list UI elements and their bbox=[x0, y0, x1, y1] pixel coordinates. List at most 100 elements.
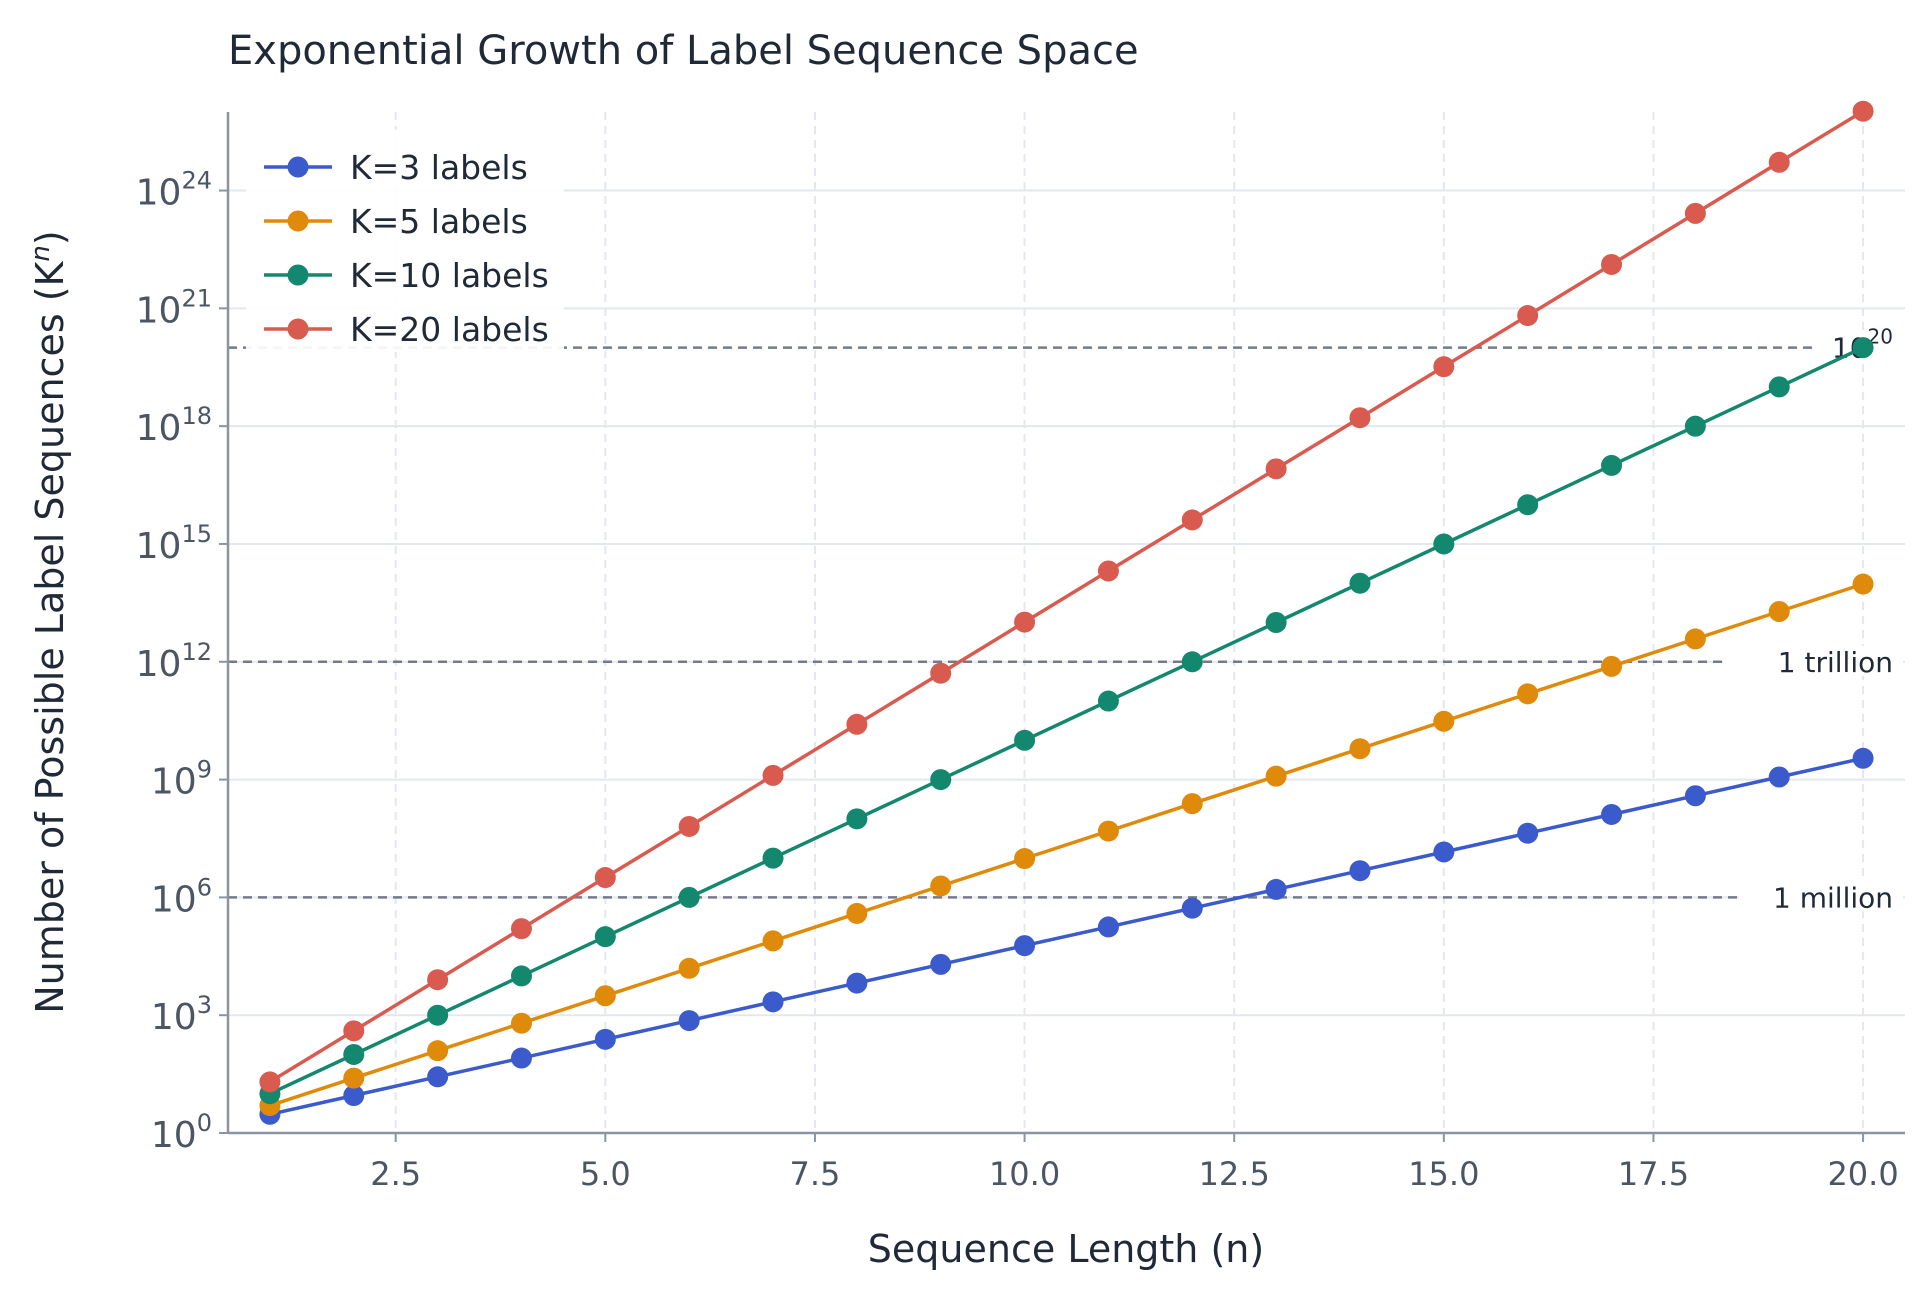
y-tick-base: 10 bbox=[151, 1115, 197, 1156]
reference-label-base: 1 trillion bbox=[1778, 646, 1893, 679]
y-tick-base: 10 bbox=[136, 173, 182, 214]
data-point bbox=[1517, 494, 1539, 516]
y-tick-power: 9 bbox=[197, 756, 212, 784]
y-tick-base: 10 bbox=[136, 290, 182, 331]
data-point bbox=[343, 1085, 365, 1107]
chart-title: Exponential Growth of Label Sequence Spa… bbox=[228, 28, 1139, 74]
data-point bbox=[930, 662, 952, 684]
series-10 bbox=[259, 337, 1874, 1105]
data-point bbox=[762, 764, 784, 786]
data-point bbox=[1181, 793, 1203, 815]
data-point bbox=[343, 1020, 365, 1042]
plot-area bbox=[259, 100, 1874, 1125]
legend-marker bbox=[287, 156, 309, 178]
data-point bbox=[1181, 509, 1203, 531]
data-point bbox=[1517, 822, 1539, 844]
data-point bbox=[1181, 897, 1203, 919]
data-point bbox=[1768, 151, 1790, 173]
data-point bbox=[1265, 765, 1287, 787]
x-tick-label: 7.5 bbox=[790, 1155, 841, 1193]
data-point bbox=[930, 875, 952, 897]
data-point bbox=[1768, 376, 1790, 398]
data-point bbox=[1349, 738, 1371, 760]
x-tick-label: 15.0 bbox=[1408, 1155, 1479, 1193]
y-tick-base: 10 bbox=[136, 644, 182, 685]
grid bbox=[228, 112, 1905, 1133]
series-5 bbox=[259, 573, 1874, 1117]
data-point bbox=[343, 1043, 365, 1065]
data-point bbox=[846, 808, 868, 830]
data-point bbox=[1014, 935, 1036, 957]
legend-item: K=10 labels bbox=[264, 256, 549, 295]
y-tick-base: 10 bbox=[136, 526, 182, 567]
y-tick-power: 0 bbox=[197, 1109, 212, 1137]
data-point bbox=[1265, 612, 1287, 633]
x-tick-label: 12.5 bbox=[1199, 1155, 1270, 1193]
reference-line-label: 1 trillion bbox=[1778, 646, 1893, 679]
y-axis-label-main: Number of Possible Label Sequences (K bbox=[28, 260, 72, 1013]
data-point bbox=[427, 1066, 449, 1088]
y-tick-power: 3 bbox=[197, 991, 212, 1019]
data-point bbox=[930, 953, 952, 975]
y-tick-label: 1021 bbox=[136, 284, 212, 331]
data-point bbox=[1433, 533, 1455, 555]
data-point bbox=[1852, 573, 1874, 595]
data-point bbox=[1684, 628, 1706, 650]
legend-label: K=3 labels bbox=[350, 148, 528, 187]
data-point bbox=[510, 1012, 532, 1034]
data-point bbox=[1097, 916, 1119, 938]
y-tick-power: 24 bbox=[181, 167, 212, 195]
x-tick-label: 20.0 bbox=[1827, 1155, 1898, 1193]
data-point bbox=[1684, 202, 1706, 224]
y-tick-base: 10 bbox=[151, 762, 197, 803]
data-point bbox=[594, 985, 616, 1007]
y-tick-power: 21 bbox=[181, 284, 212, 312]
y-tick-label: 103 bbox=[151, 991, 212, 1038]
data-point bbox=[930, 769, 952, 791]
x-tick-label: 17.5 bbox=[1618, 1155, 1689, 1193]
y-tick-label: 106 bbox=[151, 873, 212, 920]
y-tick-base: 10 bbox=[151, 879, 197, 920]
data-point bbox=[594, 926, 616, 948]
data-point bbox=[1181, 651, 1203, 673]
x-tick-label: 5.0 bbox=[580, 1155, 631, 1193]
data-point bbox=[1349, 572, 1371, 594]
legend-marker bbox=[287, 264, 309, 286]
data-point bbox=[1433, 841, 1455, 863]
data-point bbox=[678, 815, 700, 837]
reference-line-label: 1 million bbox=[1773, 881, 1893, 914]
y-tick-label: 1024 bbox=[136, 167, 212, 214]
data-point bbox=[1097, 560, 1119, 582]
reference-label-background bbox=[1723, 645, 1903, 676]
data-point bbox=[1601, 454, 1623, 476]
y-tick-label: 1015 bbox=[136, 520, 212, 567]
data-point bbox=[846, 713, 868, 735]
data-point bbox=[1097, 690, 1119, 712]
data-point bbox=[1852, 100, 1874, 122]
legend-label: K=10 labels bbox=[350, 256, 549, 295]
data-point bbox=[1601, 253, 1623, 275]
y-tick-base: 10 bbox=[151, 997, 197, 1038]
data-point bbox=[846, 902, 868, 924]
series-20 bbox=[259, 100, 1874, 1093]
reference-label-background bbox=[1739, 881, 1903, 912]
data-point bbox=[762, 930, 784, 952]
data-point bbox=[1601, 655, 1623, 677]
legend-item: K=5 labels bbox=[264, 202, 528, 241]
data-point bbox=[678, 886, 700, 908]
reference-label-base: 1 million bbox=[1773, 881, 1893, 914]
y-tick-power: 15 bbox=[181, 520, 212, 548]
legend-item: K=3 labels bbox=[264, 148, 528, 187]
y-tick-power: 6 bbox=[197, 873, 212, 901]
x-ticks: 2.5 5.0 7.5 10.0 12.5 15.0 17.5 20.0 bbox=[370, 1133, 1899, 1193]
data-point bbox=[1433, 710, 1455, 732]
data-point bbox=[1349, 860, 1371, 882]
y-tick-base: 10 bbox=[136, 408, 182, 449]
data-point bbox=[510, 918, 532, 940]
data-point bbox=[510, 965, 532, 987]
data-point bbox=[1517, 683, 1539, 705]
data-point bbox=[1433, 356, 1455, 378]
